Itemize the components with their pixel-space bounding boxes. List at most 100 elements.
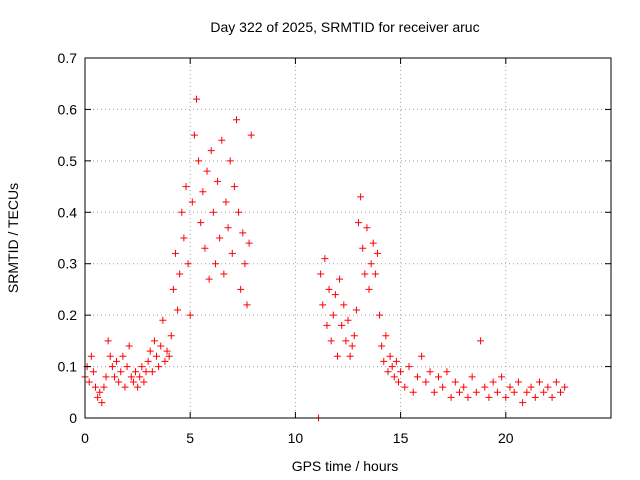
data-point [405,363,413,371]
data-point [176,270,184,278]
data-points [81,95,569,422]
data-point [378,342,386,350]
x-tick-label: 15 [393,430,409,446]
data-point [519,399,527,407]
data-point [203,167,211,175]
data-point [92,383,100,391]
data-point [235,208,243,216]
data-point [447,393,455,401]
data-point [348,342,356,350]
data-point [159,316,167,324]
data-point [110,373,118,381]
data-point [409,388,417,396]
data-point [527,383,535,391]
data-point [197,219,205,227]
data-point [443,368,451,376]
data-point [477,337,485,345]
data-point [169,285,177,293]
data-point [331,291,339,299]
data-point [150,337,158,345]
data-point [376,311,384,319]
data-point [100,383,108,391]
data-point [413,373,421,381]
y-tick-label: 0.4 [58,204,78,220]
data-point [460,383,468,391]
data-point [216,234,224,242]
data-point [506,383,514,391]
data-point [540,388,548,396]
data-point [108,363,116,371]
data-point [193,95,201,103]
data-point [89,368,97,376]
data-point [243,301,251,309]
data-point [230,183,238,191]
data-point [439,383,447,391]
data-point [359,244,367,252]
data-point [153,352,161,360]
data-point [363,224,371,232]
data-point [361,270,369,278]
data-point [188,198,196,206]
y-axis-label: SRMTID / TECUs [5,183,21,293]
data-point [317,270,325,278]
data-point [464,393,472,401]
data-point [422,378,430,386]
data-point [209,208,217,216]
chart-title: Day 322 of 2025, SRMTID for receiver aru… [210,19,479,35]
data-point [382,332,390,340]
data-point [544,383,552,391]
data-point [392,357,400,365]
x-tick-label: 0 [81,430,89,446]
y-tick-label: 0.3 [58,256,78,272]
axis-ticks [84,57,611,419]
data-point [184,260,192,268]
data-point [127,373,135,381]
data-point [163,347,171,355]
data-point [115,378,123,386]
data-point [180,234,188,242]
data-point [323,321,331,329]
data-point [96,388,104,396]
data-point [367,260,375,268]
data-point [355,219,363,227]
data-point [232,116,240,124]
x-tick-label: 20 [498,430,514,446]
data-point [344,316,352,324]
data-point [241,260,249,268]
data-point [552,378,560,386]
data-point [178,208,186,216]
y-tick-label: 0.2 [58,307,78,323]
data-point [136,373,144,381]
data-point [510,388,518,396]
data-point [493,388,501,396]
data-point [468,373,476,381]
data-point [123,363,131,371]
data-point [338,321,346,329]
data-point [329,311,337,319]
data-point [165,352,173,360]
data-point [106,352,114,360]
data-point [371,270,379,278]
data-point [325,285,333,293]
data-point [224,224,232,232]
data-point [394,378,402,386]
data-point [426,368,434,376]
data-point [113,357,121,365]
data-point [327,337,335,345]
data-point [157,342,165,350]
data-point [201,244,209,252]
data-point [357,193,365,201]
data-point [140,378,148,386]
y-tick-label: 0.6 [58,101,78,117]
data-point [220,270,228,278]
data-point [171,249,179,257]
data-point [146,347,154,355]
data-point [548,393,556,401]
data-point [531,393,539,401]
data-point [247,131,255,139]
data-point [451,378,459,386]
data-point [342,337,350,345]
data-point [207,147,215,155]
data-point [350,332,358,340]
